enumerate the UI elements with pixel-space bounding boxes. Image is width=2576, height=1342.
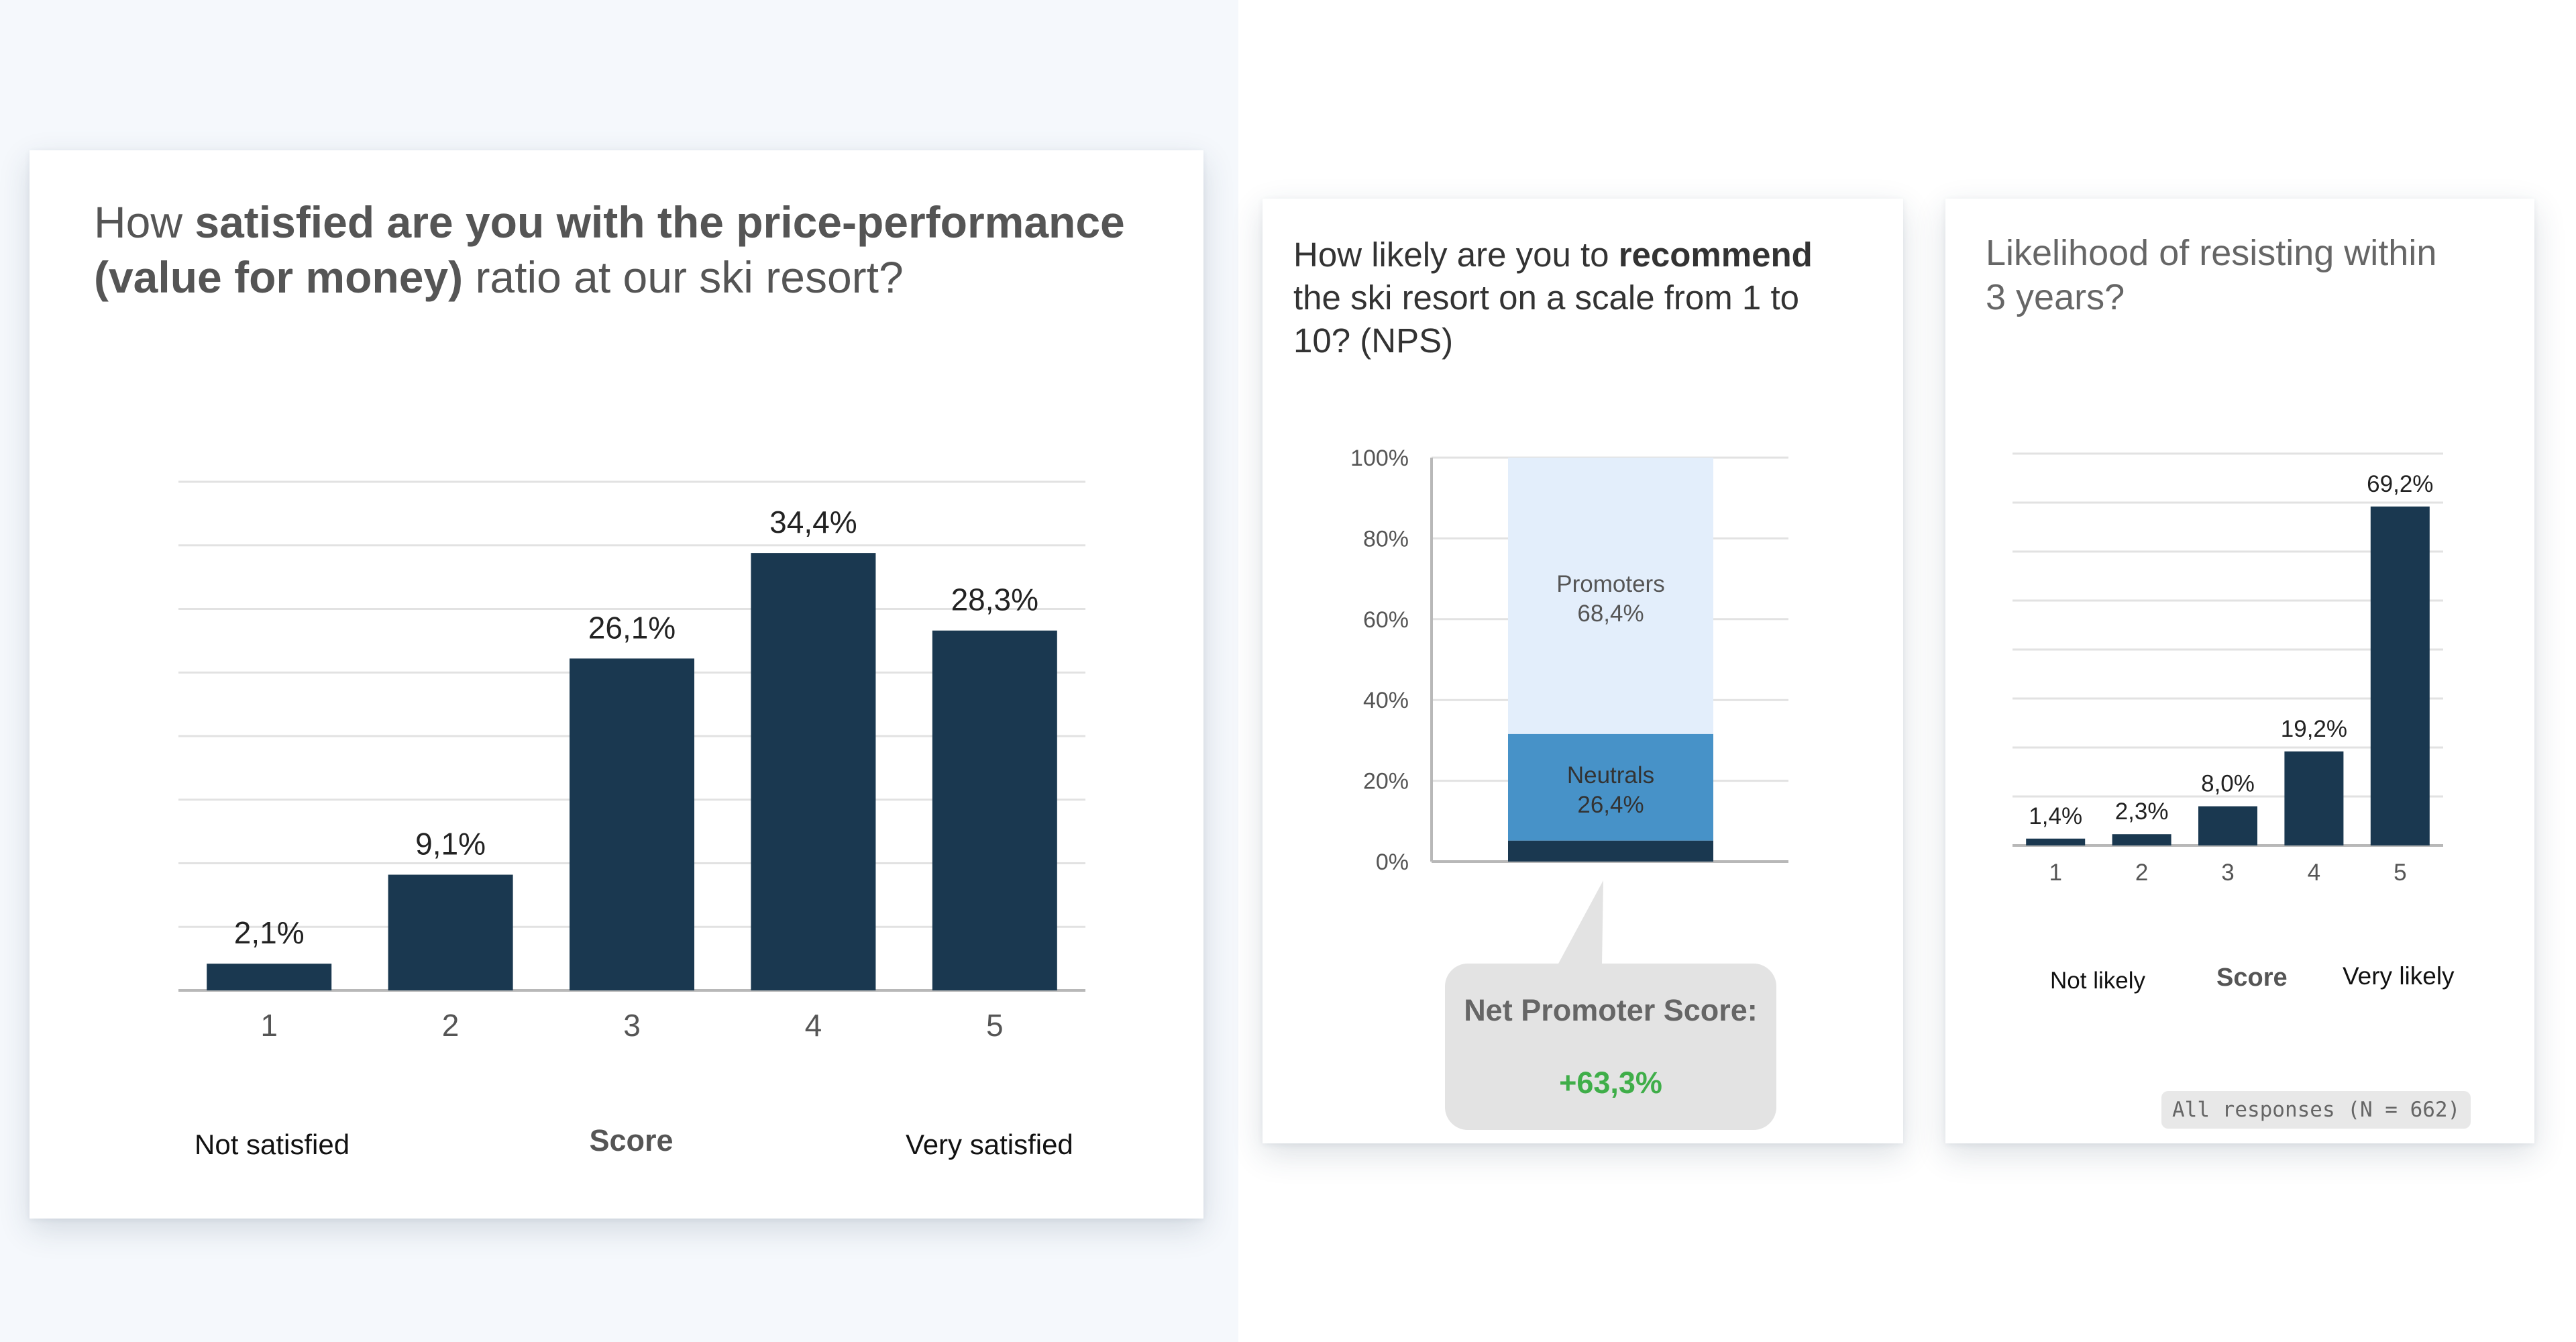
y-tick-label: 80% — [1363, 526, 1409, 552]
y-tick-label: 40% — [1363, 688, 1409, 713]
bar-2 — [388, 874, 513, 990]
x-tick-label: 4 — [2308, 860, 2320, 886]
title-part-2: the ski resort on a scale from 1 to 10? … — [1293, 278, 1799, 360]
x-tick-label: 1 — [2049, 860, 2061, 886]
nps-callout-pointer — [1558, 880, 1603, 965]
scale-low-label: Not satisfied — [195, 1129, 350, 1160]
bar-5 — [932, 630, 1057, 990]
x-tick-label: 5 — [2394, 860, 2406, 886]
bar-value-label: 19,2% — [2281, 716, 2347, 742]
bar-value-label: 34,4% — [769, 505, 857, 539]
x-tick-label: 3 — [623, 1008, 641, 1043]
nps-stacked-bar-chart: 0% 20% 40% 60% 80% 100% Neutrals 26,4% Promoters… — [1350, 446, 1788, 875]
title-part-0: How — [94, 197, 195, 247]
segment-value-label: 68,4% — [1577, 601, 1644, 627]
bar-4 — [751, 553, 876, 990]
bar-3 — [2198, 806, 2257, 845]
segment-promoters — [1508, 458, 1713, 734]
bar-5 — [2370, 506, 2430, 845]
x-tick-label: 3 — [2221, 860, 2234, 886]
x-tick-label: 1 — [260, 1008, 278, 1043]
bar-4 — [2284, 751, 2344, 845]
x-axis-title: Score — [589, 1123, 674, 1157]
scale-high-label: Very satisfied — [906, 1129, 1073, 1160]
segment-neutrals — [1508, 733, 1713, 841]
x-tick-label: 4 — [805, 1008, 822, 1043]
satisfaction-chart-card: How satisfied are you with the price-per… — [30, 150, 1203, 1219]
likelihood-bar-chart: 1,4% 1 2,3% 2 8,0% 3 19,2% 4 69,2% 5 — [2012, 452, 2443, 886]
likelihood-chart-card: Likelihood of resisting within 3 years? … — [1945, 199, 2534, 1143]
segment-detractors — [1508, 840, 1713, 862]
segment-name-label: Promoters — [1556, 571, 1664, 597]
nps-score-box: Net Promoter Score: +63,3% — [1445, 964, 1776, 1130]
nps-chart-card: How likely are you to recommend the ski … — [1263, 199, 1903, 1143]
nps-score-value: +63,3% — [1559, 1066, 1662, 1100]
title-part-1: recommend — [1618, 236, 1813, 274]
y-tick-label: 0% — [1376, 849, 1409, 875]
y-tick-label: 20% — [1363, 769, 1409, 794]
bar-value-label: 8,0% — [2201, 771, 2255, 797]
bar-value-label: 69,2% — [2367, 471, 2433, 497]
y-tick-label: 100% — [1350, 446, 1409, 471]
bar-value-label: 1,4% — [2029, 803, 2082, 829]
scale-low-label: Not likely — [2050, 968, 2145, 994]
nps-score-label: Net Promoter Score: — [1464, 993, 1758, 1027]
likelihood-chart-title: Likelihood of resisting within 3 years? — [1986, 233, 2437, 317]
bar-1 — [2026, 838, 2086, 845]
bar-3 — [570, 658, 694, 990]
title-part-0: How likely are you to — [1293, 236, 1619, 274]
bar-value-label: 26,1% — [588, 610, 676, 645]
nps-chart-title: How likely are you to recommend the ski … — [1293, 234, 1864, 362]
x-tick-label: 2 — [442, 1008, 460, 1043]
bar-value-label: 9,1% — [415, 827, 486, 862]
segment-name-label: Neutrals — [1567, 762, 1654, 788]
satisfaction-bar-chart: 2,1% 1 9,1% 2 26,1% 3 34,4% 4 28,3% 5 — [178, 480, 1085, 1043]
bar-value-label: 28,3% — [951, 582, 1038, 617]
bar-2 — [2112, 834, 2171, 845]
bar-1 — [207, 964, 332, 990]
x-tick-label: 2 — [2135, 860, 2148, 886]
scale-high-label: Very likely — [2343, 962, 2455, 990]
bar-value-label: 2,3% — [2115, 798, 2169, 825]
satisfaction-chart-title: How satisfied are you with the price-per… — [94, 195, 1167, 305]
responses-badge: All responses (N = 662) — [2161, 1091, 2471, 1129]
segment-value-label: 26,4% — [1577, 792, 1644, 818]
title-part-1: satisfied are you with the price-perform… — [94, 197, 1125, 302]
y-tick-label: 60% — [1363, 607, 1409, 633]
x-axis-title: Score — [2216, 964, 2288, 992]
x-tick-label: 5 — [986, 1008, 1004, 1043]
title-part-2: ratio at our ski resort? — [463, 252, 904, 302]
bar-value-label: 2,1% — [234, 915, 305, 950]
